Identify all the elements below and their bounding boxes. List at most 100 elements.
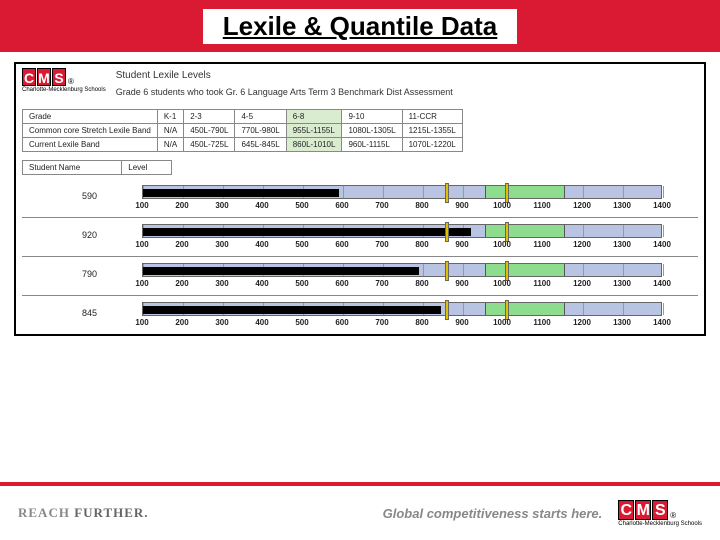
page-title: Lexile & Quantile Data: [203, 9, 518, 44]
axis-tick-label: 1200: [573, 240, 591, 249]
axis-tick-label: 1300: [613, 201, 631, 210]
axis-tick-label: 200: [175, 240, 188, 249]
axis-tick-label: 1400: [653, 279, 671, 288]
axis-tick-label: 1100: [533, 318, 550, 327]
student-lexile-value: 845: [22, 302, 142, 318]
report-box: C M S ® Charlotte-Mecklenburg Schools St…: [14, 62, 706, 336]
grade-band-table: GradeK-12-34-56-89-1011-CCRCommon core S…: [22, 109, 463, 152]
lexile-bar-track: [142, 224, 662, 238]
content: C M S ® Charlotte-Mecklenburg Schools St…: [0, 52, 720, 336]
footer-logo-sub: Charlotte-Mecklenburg Schools: [618, 521, 702, 527]
axis-tick-label: 300: [215, 240, 228, 249]
grade-cell: 1080L-1305L: [342, 124, 402, 138]
cms-logo: C M S ® Charlotte-Mecklenburg Schools: [22, 68, 106, 93]
axis-tick-label: 400: [255, 201, 268, 210]
axis-tick-label: 100: [135, 201, 148, 210]
footer-registered-icon: ®: [670, 511, 676, 520]
axis-tick-label: 900: [455, 201, 468, 210]
further-text: FURTHER.: [74, 505, 148, 520]
lexile-axis: 1002003004005006007008009001000110012001…: [142, 240, 662, 254]
band-handle-start: [445, 183, 449, 203]
lexile-bar-track: [142, 185, 662, 199]
axis-tick-label: 600: [335, 201, 348, 210]
axis-tick-label: 1400: [653, 240, 671, 249]
student-row: 9201002003004005006007008009001000110012…: [22, 218, 698, 257]
axis-tick-label: 1100: [533, 240, 550, 249]
axis-tick-label: 1200: [573, 318, 591, 327]
axis-tick-label: 1400: [653, 318, 671, 327]
grade-row-label: Common core Stretch Lexile Band: [23, 124, 158, 138]
axis-tick-label: 200: [175, 201, 188, 210]
axis-tick-label: 600: [335, 240, 348, 249]
grade-cell: 860L-1010L: [286, 138, 342, 152]
grade-cell: N/A: [157, 138, 183, 152]
axis-tick-label: 1000: [493, 201, 511, 210]
axis-tick-label: 300: [215, 201, 228, 210]
axis-tick-label: 1400: [653, 201, 671, 210]
student-name-header: Student Name: [23, 161, 122, 175]
grade-cell: 450L-725L: [184, 138, 235, 152]
stretch-band: [485, 186, 565, 198]
footer: REACH FURTHER. Global competitiveness st…: [0, 482, 720, 540]
grade-cell: 1070L-1220L: [402, 138, 462, 152]
chart-cell: 1002003004005006007008009001000110012001…: [142, 185, 698, 215]
axis-tick-label: 1000: [493, 279, 511, 288]
axis-tick-label: 600: [335, 318, 348, 327]
axis-tick-label: 200: [175, 318, 188, 327]
chart-cell: 1002003004005006007008009001000110012001…: [142, 224, 698, 254]
axis-tick-label: 900: [455, 279, 468, 288]
grade-cell: 770L-980L: [235, 124, 286, 138]
lexile-axis: 1002003004005006007008009001000110012001…: [142, 318, 662, 332]
grade-cell: 9-10: [342, 110, 402, 124]
grade-row-label: Grade: [23, 110, 158, 124]
axis-tick-label: 700: [375, 279, 388, 288]
lexile-bar-track: [142, 302, 662, 316]
axis-tick-label: 300: [215, 279, 228, 288]
axis-tick-label: 800: [415, 240, 428, 249]
axis-tick-label: 800: [415, 201, 428, 210]
axis-tick-label: 500: [295, 279, 308, 288]
axis-tick-label: 1100: [533, 201, 550, 210]
footer-right: Global competitiveness starts here. C M …: [383, 500, 702, 527]
lexile-bar: [143, 306, 441, 314]
grade-cell: 960L-1115L: [342, 138, 402, 152]
axis-tick-label: 1300: [613, 240, 631, 249]
axis-tick-label: 100: [135, 279, 148, 288]
band-handle-start: [445, 222, 449, 242]
axis-tick-label: 300: [215, 318, 228, 327]
axis-tick-label: 1300: [613, 318, 631, 327]
axis-tick-label: 900: [455, 240, 468, 249]
report-title: Student Lexile Levels: [116, 70, 453, 81]
footer-logo-c: C: [618, 500, 634, 520]
axis-tick-label: 400: [255, 240, 268, 249]
band-handle-start: [445, 261, 449, 281]
band-handle-end: [505, 222, 509, 242]
header-bar: Lexile & Quantile Data: [0, 0, 720, 52]
axis-tick-label: 400: [255, 318, 268, 327]
global-tagline: Global competitiveness starts here.: [383, 506, 603, 521]
grade-cell: 450L-790L: [184, 124, 235, 138]
band-handle-end: [505, 183, 509, 203]
footer-logo-m: M: [635, 500, 651, 520]
axis-tick-label: 500: [295, 240, 308, 249]
chart-cell: 1002003004005006007008009001000110012001…: [142, 263, 698, 293]
lexile-axis: 1002003004005006007008009001000110012001…: [142, 201, 662, 215]
axis-tick-label: 900: [455, 318, 468, 327]
lexile-bar: [143, 228, 471, 236]
lexile-bar-track: [142, 263, 662, 277]
reach-text: REACH: [18, 505, 70, 520]
axis-tick-label: 800: [415, 279, 428, 288]
reach-further-text: REACH FURTHER.: [18, 505, 149, 521]
report-subtitle: Grade 6 students who took Gr. 6 Language…: [116, 87, 453, 97]
stretch-band: [485, 225, 565, 237]
band-handle-end: [505, 261, 509, 281]
student-row: 8451002003004005006007008009001000110012…: [22, 296, 698, 334]
stretch-band: [485, 303, 565, 315]
student-row: 7901002003004005006007008009001000110012…: [22, 257, 698, 296]
band-handle-start: [445, 300, 449, 320]
axis-tick-label: 500: [295, 201, 308, 210]
grade-cell: 2-3: [184, 110, 235, 124]
registered-icon: ®: [68, 77, 74, 86]
band-handle-end: [505, 300, 509, 320]
footer-cms-logo: C M S ® Charlotte-Mecklenburg Schools: [618, 500, 702, 527]
